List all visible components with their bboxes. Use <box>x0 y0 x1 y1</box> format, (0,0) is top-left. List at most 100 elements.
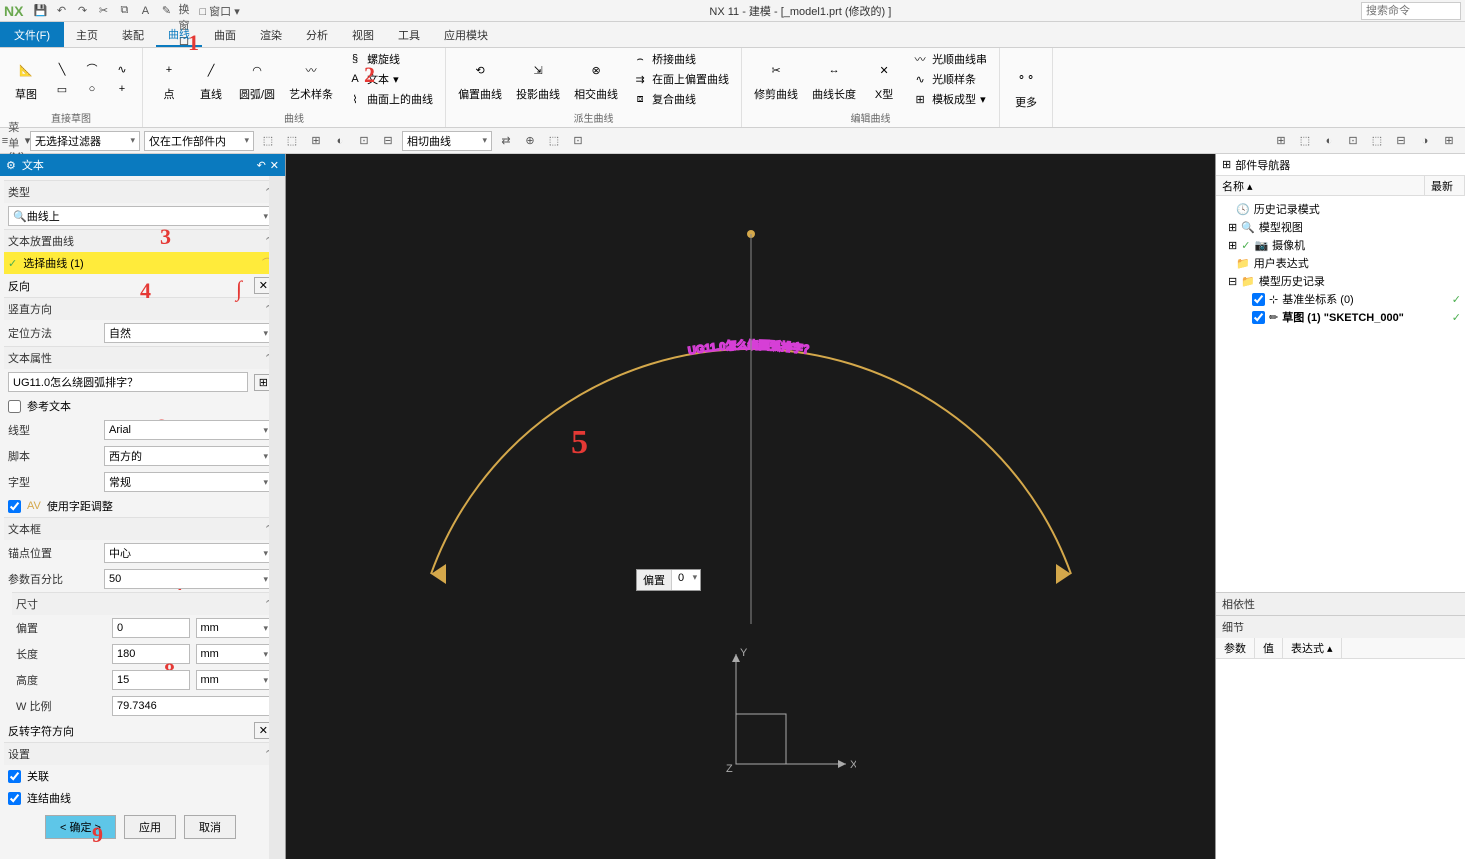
tree-model-history[interactable]: ⊟ 📁模型历史记录 <box>1220 272 1461 290</box>
view-tool-5[interactable]: ⬚ <box>1367 131 1387 151</box>
style-combo[interactable]: 常规 <box>104 472 273 492</box>
redo-icon[interactable]: ↷ <box>73 2 91 20</box>
composite-curve-button[interactable]: ⧈复合曲线 <box>628 90 733 108</box>
col-value[interactable]: 值 <box>1255 638 1283 658</box>
filter3-combo[interactable]: 相切曲线 <box>402 131 492 151</box>
filter2-combo[interactable]: 仅在工作部件内 <box>144 131 254 151</box>
section-textprops[interactable]: 文本属性⌃ <box>4 346 277 369</box>
height-input[interactable]: 15 <box>112 670 190 690</box>
assoc-checkbox[interactable] <box>8 770 21 783</box>
section-settings[interactable]: 设置⌃ <box>4 742 277 765</box>
gear-icon[interactable]: ⚙ <box>6 159 16 172</box>
template-button[interactable]: ⊞模板成型 ▾ <box>908 90 991 108</box>
point-button[interactable]: +点 <box>151 54 187 104</box>
window-icon[interactable]: □ 窗口 ▾ <box>199 2 239 20</box>
tab-application[interactable]: 应用模块 <box>432 22 500 47</box>
text-button[interactable]: A文本 ▾ <box>343 70 437 88</box>
arc-button[interactable]: ◠圆弧/圆 <box>235 54 279 104</box>
tree-history-mode[interactable]: 🕓历史记录模式 <box>1220 200 1461 218</box>
view-tool-2[interactable]: ⬚ <box>1295 131 1315 151</box>
tree-model-view[interactable]: ⊞ 🔍模型视图 <box>1220 218 1461 236</box>
height-unit[interactable]: mm <box>196 670 274 690</box>
trim-curve-button[interactable]: ✂修剪曲线 <box>750 54 802 104</box>
menu-dropdown[interactable]: ≡ 菜单(M) ▾ <box>6 131 26 151</box>
datum-checkbox[interactable] <box>1252 293 1265 306</box>
spline-tool[interactable]: ∿ <box>110 60 134 78</box>
col-param[interactable]: 参数 <box>1216 638 1255 658</box>
command-search-input[interactable] <box>1361 2 1461 20</box>
close-panel-icon[interactable]: ✕ <box>270 159 279 172</box>
brush-icon[interactable]: ✎ <box>157 2 175 20</box>
project-curve-button[interactable]: ⇲投影曲线 <box>512 54 564 104</box>
select-curve-row[interactable]: ✓ 选择曲线 (1) ⌒ <box>4 252 277 274</box>
sel-tool-6[interactable]: ⊟ <box>378 131 398 151</box>
sketch-checkbox[interactable] <box>1252 311 1265 324</box>
cut-icon[interactable]: ✂ <box>94 2 112 20</box>
sel-tool-8[interactable]: ⊕ <box>520 131 540 151</box>
view-tool-6[interactable]: ⊟ <box>1391 131 1411 151</box>
offset-curve-button[interactable]: ⟲偏置曲线 <box>454 54 506 104</box>
point-tool[interactable]: + <box>110 80 134 98</box>
section-textbox[interactable]: 文本框⌃ <box>4 517 277 540</box>
apply-button[interactable]: 应用 <box>124 815 176 839</box>
tab-surface[interactable]: 曲面 <box>202 22 248 47</box>
section-type[interactable]: 类型⌃ <box>4 180 277 203</box>
view-tool-4[interactable]: ⊡ <box>1343 131 1363 151</box>
helix-button[interactable]: §螺旋线 <box>343 50 437 68</box>
ok-button[interactable]: < 确定 > <box>45 815 116 839</box>
undo-icon[interactable]: ↶ <box>52 2 70 20</box>
offset-unit[interactable]: mm <box>196 618 274 638</box>
line-tool[interactable]: ╲ <box>50 60 74 78</box>
section-size[interactable]: 尺寸⌃ <box>12 592 277 615</box>
tab-home[interactable]: 主页 <box>64 22 110 47</box>
sel-tool-9[interactable]: ⬚ <box>544 131 564 151</box>
section-vertical[interactable]: 竖直方向⌃ <box>4 297 277 320</box>
save-icon[interactable]: 💾 <box>31 2 49 20</box>
view-tool-1[interactable]: ⊞ <box>1271 131 1291 151</box>
wratio-input[interactable]: 79.7346 <box>112 696 273 716</box>
xform-button[interactable]: ✕X型 <box>866 54 902 104</box>
type-combo[interactable]: 🔍 曲线上 <box>8 206 273 226</box>
tab-curve[interactable]: 曲线 <box>156 22 202 47</box>
tab-assembly[interactable]: 装配 <box>110 22 156 47</box>
tree-datum[interactable]: ⊹基准坐标系 (0)✓ <box>1220 290 1461 308</box>
text-icon[interactable]: A <box>136 2 154 20</box>
canvas-viewport[interactable]: UG11.0怎么绕圆弧排字？ 5 偏置 0 X Y Z <box>286 154 1215 859</box>
detail-header[interactable]: 细节 <box>1216 616 1465 638</box>
param-input[interactable]: 50 <box>104 569 273 589</box>
sel-tool-1[interactable]: ⬚ <box>258 131 278 151</box>
sel-tool-2[interactable]: ⬚ <box>282 131 302 151</box>
rect-tool[interactable]: ▭ <box>50 80 74 98</box>
dependency-header[interactable]: 相依性 <box>1216 593 1465 615</box>
sel-tool-3[interactable]: ⊞ <box>306 131 326 151</box>
anchor-combo[interactable]: 中心 <box>104 543 273 563</box>
join-checkbox[interactable] <box>8 792 21 805</box>
tree-camera[interactable]: ⊞ ✓📷摄像机 <box>1220 236 1461 254</box>
curve-length-button[interactable]: ↔曲线长度 <box>808 54 860 104</box>
line-button[interactable]: ╱直线 <box>193 54 229 104</box>
sel-tool-4[interactable]: ◐ <box>330 131 350 151</box>
tab-view[interactable]: 视图 <box>340 22 386 47</box>
offset-popup-value[interactable]: 0 <box>672 570 700 590</box>
ref-text-checkbox[interactable] <box>8 400 21 413</box>
face-offset-button[interactable]: ⇉在面上偏置曲线 <box>628 70 733 88</box>
kerning-checkbox[interactable] <box>8 500 21 513</box>
offset-input[interactable]: 0 <box>112 618 190 638</box>
file-menu[interactable]: 文件(F) <box>0 22 64 47</box>
orient-combo[interactable]: 自然 <box>104 323 273 343</box>
sel-tool-10[interactable]: ⊡ <box>568 131 588 151</box>
text-input[interactable]: UG11.0怎么绕圆弧排字？ <box>8 372 248 392</box>
script-combo[interactable]: 西方的 <box>104 446 273 466</box>
length-input[interactable]: 180 <box>112 644 190 664</box>
tree-sketch[interactable]: ✏草图 (1) "SKETCH_000"✓ <box>1220 308 1461 326</box>
panel-scrollbar[interactable] <box>269 176 285 859</box>
smooth-string-button[interactable]: 〰光顺曲线串 <box>908 50 991 68</box>
offset-popup[interactable]: 偏置 0 <box>636 569 701 591</box>
tree-user-expr[interactable]: 📁用户表达式 <box>1220 254 1461 272</box>
smooth-spline-button[interactable]: ∿光顺样条 <box>908 70 991 88</box>
length-unit[interactable]: mm <box>196 644 274 664</box>
undo-panel-icon[interactable]: ↶ <box>257 159 266 172</box>
col-expr[interactable]: 表达式 ▴ <box>1283 638 1342 658</box>
filter1-combo[interactable]: 无选择过滤器 <box>30 131 140 151</box>
sel-tool-7[interactable]: ⇄ <box>496 131 516 151</box>
